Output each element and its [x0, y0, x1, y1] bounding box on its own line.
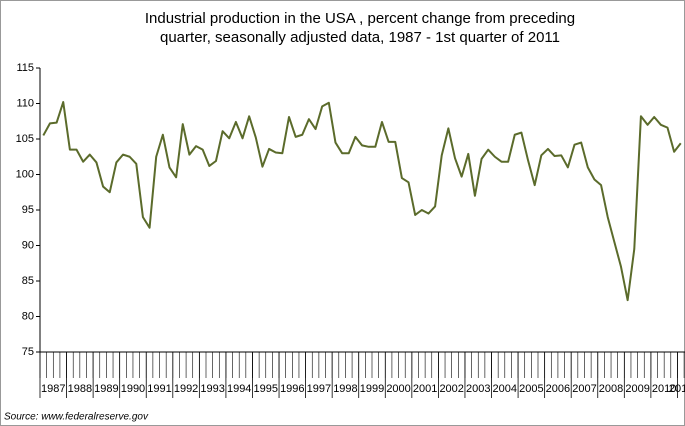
x-tick-label: 1989 — [94, 383, 118, 395]
y-tick-label: 75 — [22, 346, 34, 358]
x-tick-label: 1996 — [280, 383, 304, 395]
x-tick-label: 2003 — [466, 383, 490, 395]
y-tick-label: 105 — [16, 133, 34, 145]
x-tick-label: 1992 — [174, 383, 198, 395]
x-tick-label: 2005 — [519, 383, 543, 395]
y-tick-label: 80 — [22, 310, 34, 322]
x-tick-label: 1998 — [333, 383, 357, 395]
chart-title: Industrial production in the USA , perce… — [145, 10, 575, 27]
y-tick-label: 100 — [16, 168, 34, 180]
y-tick-label: 85 — [22, 275, 34, 287]
x-tick-label: 1988 — [68, 383, 92, 395]
x-tick-label: 1997 — [307, 383, 331, 395]
x-tick-label: 2000 — [386, 383, 410, 395]
x-tick-label: 1995 — [254, 383, 278, 395]
x-tick-label: 1999 — [360, 383, 384, 395]
x-tick-label: 2004 — [493, 383, 517, 395]
x-tick-label: 2006 — [546, 383, 570, 395]
x-tick-label: 1993 — [200, 383, 224, 395]
x-tick-label: 1991 — [147, 383, 171, 395]
y-tick-label: 110 — [16, 97, 34, 109]
y-tick-label: 90 — [22, 239, 34, 251]
x-tick-label: 2002 — [439, 383, 463, 395]
x-tick-label: 2008 — [599, 383, 623, 395]
x-tick-label: 2011 — [669, 383, 685, 395]
source: Source: www.federalreserve.gov — [4, 412, 149, 423]
x-tick-label: 1987 — [41, 383, 65, 395]
x-tick-label: 1994 — [227, 383, 251, 395]
data-line — [42, 101, 682, 302]
x-tick-label: 2007 — [572, 383, 596, 395]
x-tick-label: 2001 — [413, 383, 437, 395]
y-tick-label: 95 — [22, 204, 34, 216]
x-tick-label: 2010 — [652, 383, 676, 395]
x-tick-label: 2009 — [625, 383, 649, 395]
x-tick-label: 1990 — [121, 383, 145, 395]
chart-title: quarter, seasonally adjusted data, 1987 … — [160, 29, 560, 46]
y-tick-label: 115 — [16, 62, 34, 74]
